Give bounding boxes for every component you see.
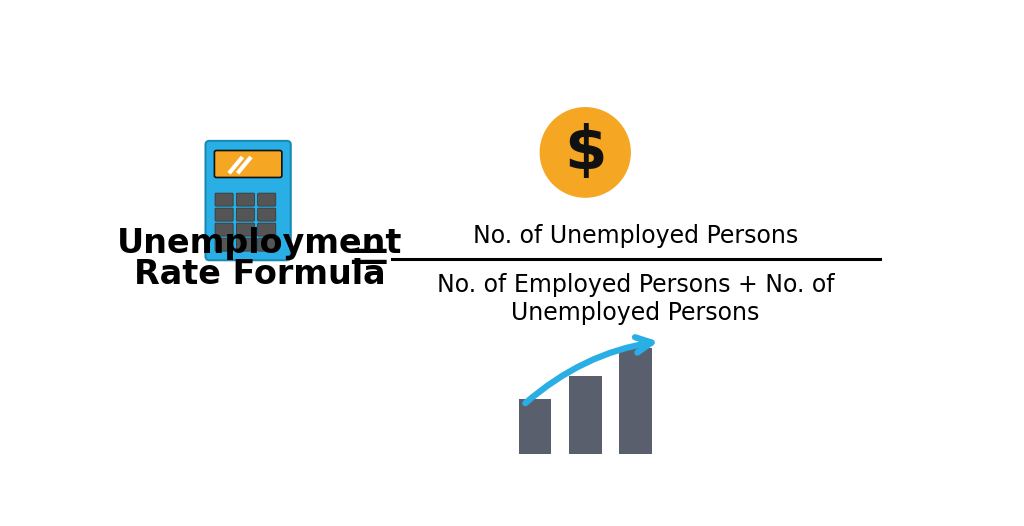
Text: No. of Employed Persons + No. of: No. of Employed Persons + No. of xyxy=(437,273,835,297)
Text: Rate Formula: Rate Formula xyxy=(134,258,386,290)
FancyBboxPatch shape xyxy=(237,223,255,236)
Bar xyxy=(620,348,652,454)
Text: $: $ xyxy=(564,123,606,182)
FancyBboxPatch shape xyxy=(237,208,255,221)
FancyBboxPatch shape xyxy=(215,238,233,251)
FancyBboxPatch shape xyxy=(258,238,275,251)
Text: Unemployed Persons: Unemployed Persons xyxy=(511,300,760,325)
FancyBboxPatch shape xyxy=(237,238,255,251)
FancyBboxPatch shape xyxy=(215,223,233,236)
Bar xyxy=(569,376,601,454)
Text: No. of Unemployed Persons: No. of Unemployed Persons xyxy=(473,224,799,248)
FancyBboxPatch shape xyxy=(214,150,282,177)
Text: =: = xyxy=(345,231,391,286)
FancyBboxPatch shape xyxy=(206,141,291,260)
FancyBboxPatch shape xyxy=(237,193,255,206)
Circle shape xyxy=(541,108,630,197)
Bar xyxy=(518,399,551,454)
FancyBboxPatch shape xyxy=(258,223,275,236)
FancyBboxPatch shape xyxy=(215,193,233,206)
FancyBboxPatch shape xyxy=(258,208,275,221)
FancyBboxPatch shape xyxy=(258,193,275,206)
Text: Unemployment: Unemployment xyxy=(117,227,402,260)
FancyBboxPatch shape xyxy=(215,208,233,221)
